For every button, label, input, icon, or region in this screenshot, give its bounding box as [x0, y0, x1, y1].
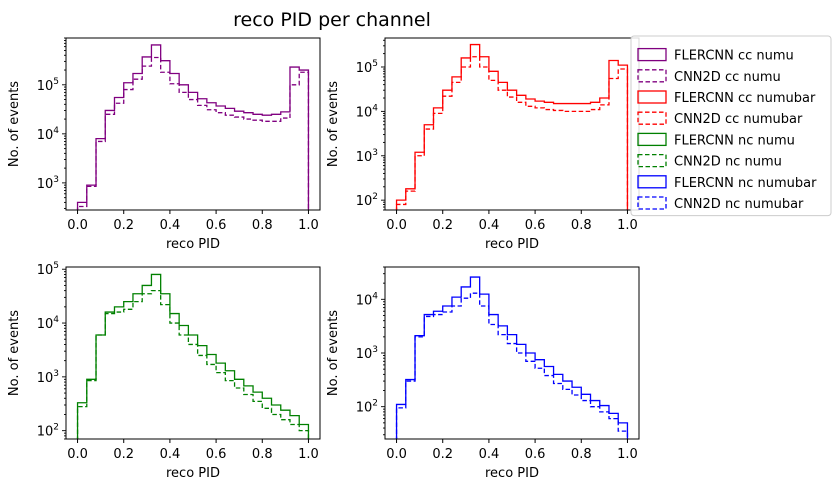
y-axis-label: No. of events — [7, 81, 22, 167]
legend-label: FLERCNN nc numubar — [674, 176, 817, 191]
x-axis-label: reco PID — [166, 237, 220, 252]
x-axis-label: reco PID — [485, 466, 539, 481]
chart-panel-4: 0.0 0.2 0.4 0.6 0.8 1.0 102 103 104 reco PID No. o… — [326, 266, 640, 481]
y-tick-label: 103 — [356, 345, 378, 362]
x-tick-label: 1.0 — [617, 447, 638, 462]
y-tick-label: 102 — [356, 399, 378, 416]
histogram-series-2 — [76, 289, 310, 439]
histogram-series-1 — [395, 276, 629, 439]
y-tick-label: 105 — [37, 261, 59, 278]
chart-panel-2: 0.0 0.2 0.4 0.6 0.8 1.0 102 103 104 105 reco PID No… — [326, 37, 640, 252]
chart-panel-1: 0.0 0.2 0.4 0.6 0.8 1.0 103 104 105 reco PID No. o… — [7, 37, 321, 252]
legend-swatch — [637, 69, 667, 83]
x-tick-label: 0.6 — [525, 218, 546, 233]
x-tick-label: 0.8 — [571, 447, 592, 462]
histogram-series-2 — [395, 56, 629, 210]
y-tick-label: 104 — [356, 291, 379, 308]
legend-label: FLERCNN cc numu — [674, 49, 794, 64]
x-tick-label: 0.4 — [479, 218, 500, 233]
legend-frame — [630, 35, 832, 217]
legend-swatch — [637, 175, 667, 189]
legend-label: CNN2D cc numu — [674, 70, 781, 85]
legend-swatch — [637, 47, 667, 62]
histogram-series-1 — [76, 44, 310, 210]
x-axis-label: reco PID — [166, 466, 220, 481]
y-tick-label: 105 — [37, 77, 59, 94]
histogram-series-2 — [395, 292, 629, 439]
legend-label: CNN2D cc numubar — [674, 112, 803, 127]
legend: FLERCNN cc numu CNN2D cc numu FLERCNN cc n… — [630, 35, 832, 217]
x-tick-label: 1.0 — [298, 218, 319, 233]
axes-frame — [384, 266, 640, 440]
legend-swatch — [637, 132, 667, 147]
legend-label: CNN2D nc numubar — [674, 197, 804, 212]
x-tick-label: 0.8 — [571, 218, 592, 233]
y-tick-label: 103 — [356, 148, 378, 165]
x-tick-label: 0.2 — [113, 218, 134, 233]
x-tick-label: 0.4 — [479, 447, 500, 462]
x-tick-label: 0.6 — [525, 447, 546, 462]
legend-swatch — [637, 153, 667, 168]
x-tick-label: 0.6 — [206, 447, 227, 462]
y-tick-label: 104 — [37, 126, 60, 143]
histogram-series-2 — [76, 56, 310, 210]
chart-panel-3: 0.0 0.2 0.4 0.6 0.8 1.0 102 103 104 105 reco PID No… — [7, 261, 321, 481]
axes-frame — [65, 266, 321, 440]
axes-frame — [384, 37, 640, 211]
x-tick-label: 0.4 — [160, 447, 181, 462]
x-tick-label: 0.6 — [206, 218, 227, 233]
x-tick-label: 0.8 — [252, 447, 273, 462]
y-tick-label: 104 — [356, 103, 379, 120]
y-tick-label: 104 — [37, 315, 60, 332]
legend-label: FLERCNN nc numu — [674, 133, 795, 148]
y-tick-label: 105 — [356, 59, 378, 76]
figure-title: reco PID per channel — [233, 9, 431, 31]
y-axis-label: No. of events — [326, 81, 341, 167]
x-tick-label: 1.0 — [617, 218, 638, 233]
x-tick-label: 0.2 — [113, 447, 134, 462]
x-axis-label: reco PID — [485, 237, 539, 252]
x-tick-label: 0.0 — [67, 447, 88, 462]
legend-swatch — [637, 196, 667, 210]
x-tick-label: 0.0 — [386, 218, 407, 233]
legend-swatch — [637, 111, 667, 125]
x-tick-label: 0.2 — [432, 447, 453, 462]
y-tick-label: 102 — [356, 192, 378, 209]
legend-swatch — [637, 90, 667, 104]
x-tick-label: 0.2 — [432, 218, 453, 233]
axes-frame — [65, 37, 321, 211]
legend-label: FLERCNN cc numubar — [674, 91, 816, 106]
histogram-series-1 — [76, 273, 310, 439]
y-tick-label: 103 — [37, 175, 59, 192]
x-tick-label: 0.8 — [252, 218, 273, 233]
y-tick-label: 102 — [37, 423, 59, 440]
x-tick-label: 0.4 — [160, 218, 181, 233]
y-axis-label: No. of events — [7, 310, 22, 396]
x-tick-label: 1.0 — [298, 447, 319, 462]
histogram-series-1 — [395, 43, 629, 210]
x-tick-label: 0.0 — [386, 447, 407, 462]
x-tick-label: 0.0 — [67, 218, 88, 233]
legend-label: CNN2D nc numu — [674, 155, 782, 170]
y-tick-label: 103 — [37, 369, 59, 386]
y-axis-label: No. of events — [326, 310, 341, 396]
chart-panels: 0.0 0.2 0.4 0.6 0.8 1.0 103 104 105 reco PID No. o… — [7, 37, 640, 481]
